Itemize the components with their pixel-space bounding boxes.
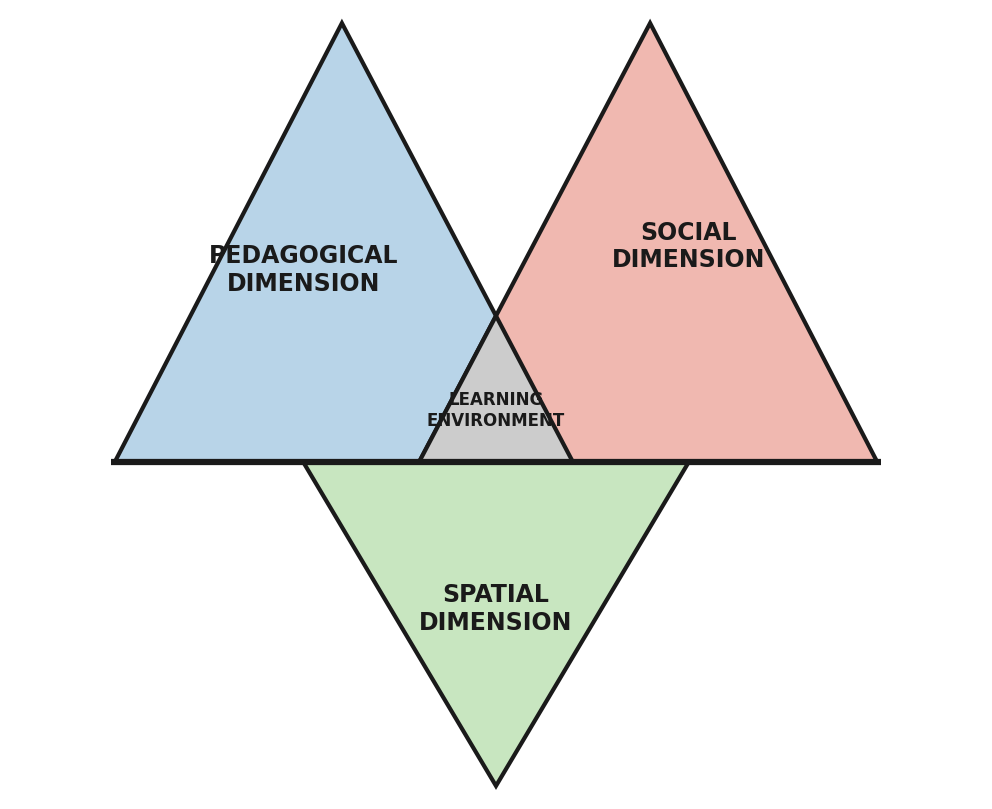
Text: SPATIAL
DIMENSION: SPATIAL DIMENSION bbox=[420, 582, 572, 634]
Polygon shape bbox=[419, 23, 877, 462]
Polygon shape bbox=[115, 23, 573, 462]
Polygon shape bbox=[419, 316, 573, 462]
Polygon shape bbox=[304, 462, 688, 786]
Text: PEDAGOGICAL
DIMENSION: PEDAGOGICAL DIMENSION bbox=[208, 244, 398, 295]
Text: LEARNING
ENVIRONMENT: LEARNING ENVIRONMENT bbox=[427, 391, 565, 430]
Text: SOCIAL
DIMENSION: SOCIAL DIMENSION bbox=[612, 221, 765, 273]
